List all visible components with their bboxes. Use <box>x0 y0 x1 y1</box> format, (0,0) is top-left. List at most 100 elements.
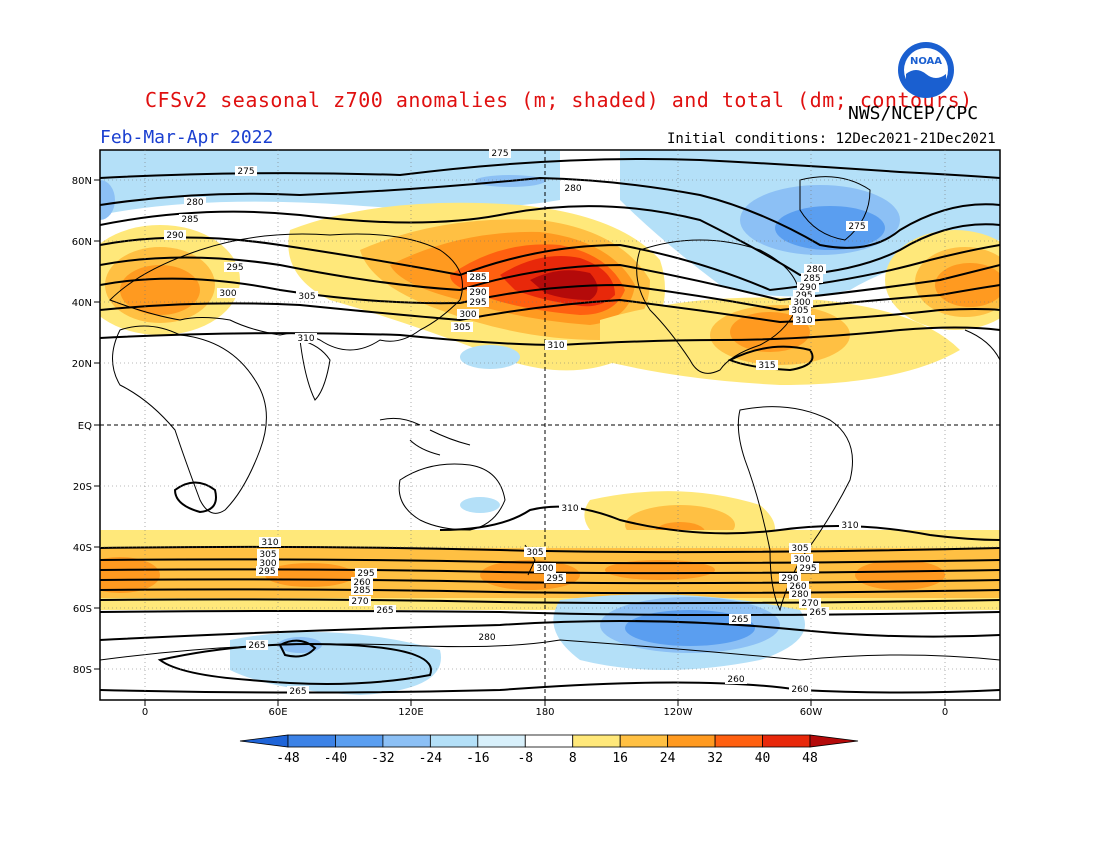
contour-label: 265 <box>809 608 826 618</box>
colorbar-low-arrow <box>239 734 289 748</box>
contour-label-bg <box>789 684 811 694</box>
contour-label-bg <box>259 537 281 547</box>
contour-label: 290 <box>781 574 798 584</box>
contour-label-bg <box>287 686 309 696</box>
contour-label-bg <box>224 262 246 272</box>
contour-label-bg <box>534 563 556 573</box>
contour-label-bg <box>729 614 751 624</box>
contour-label-bg <box>296 291 318 301</box>
colorbar-label: -24 <box>419 751 443 766</box>
contour-label: 285 <box>803 274 820 284</box>
contour-label: 285 <box>181 215 198 225</box>
logo-text: NOAA <box>910 56 942 67</box>
contour-label: 295 <box>258 567 275 577</box>
contour-label: 280 <box>806 265 823 275</box>
contour-label: 305 <box>526 548 543 558</box>
colorbar-label: 24 <box>660 751 676 766</box>
contour-label: 310 <box>561 504 578 514</box>
contour-label: 300 <box>793 298 810 308</box>
colorbar-segment <box>619 734 669 748</box>
contour-label-bg <box>756 360 778 370</box>
contour-label-bg <box>184 197 206 207</box>
contour-label-bg <box>789 589 811 599</box>
contour-label: 295 <box>795 291 812 301</box>
colorbar-label: 32 <box>707 751 723 766</box>
contour-label: 310 <box>261 538 278 548</box>
contour-label: 270 <box>351 597 368 607</box>
contour-label-bg <box>374 605 396 615</box>
lat-tick-label: 40S <box>73 543 92 554</box>
contour-label: 310 <box>841 521 858 531</box>
contour-label: 310 <box>795 316 812 326</box>
lat-tick-label: 20S <box>73 482 92 493</box>
lon-tick-label: 60E <box>268 707 287 718</box>
contour-label: 300 <box>459 310 476 320</box>
colorbar: -48 -40 -32 -24 -16 -8 8 16 24 32 40 48 <box>239 734 859 766</box>
contour-label: 260 <box>727 675 744 685</box>
contour-label: 305 <box>298 292 315 302</box>
contour-label-bg <box>476 632 498 642</box>
contour-label-bg <box>799 598 821 608</box>
colorbar-segment <box>762 734 811 748</box>
contour-label-bg <box>351 577 373 587</box>
contour-label: 305 <box>791 306 808 316</box>
contour-label-bg <box>467 297 489 307</box>
contour-label-bg <box>351 585 373 595</box>
lon-tick-label: 120W <box>664 707 693 718</box>
colorbar-segment <box>477 734 526 748</box>
contour-label: 280 <box>186 198 203 208</box>
contour-label-bg <box>524 547 546 557</box>
contour-label: 275 <box>237 167 254 177</box>
init-conditions-label: Initial conditions: 12Dec2021-21Dec2021 <box>667 131 996 147</box>
contour-label-bg <box>559 503 581 513</box>
contour-label: 310 <box>547 341 564 351</box>
contour-label-bg <box>235 166 257 176</box>
contour-label: 300 <box>793 555 810 565</box>
lat-tick-label: 80N <box>72 176 92 187</box>
contour-label: 305 <box>259 550 276 560</box>
contour-label-bg <box>349 596 371 606</box>
contour-label: 280 <box>791 590 808 600</box>
contour-label-bg <box>562 183 584 193</box>
contour-label-bg <box>807 607 829 617</box>
contour-label: 275 <box>848 222 865 232</box>
contour-label-bg <box>295 333 317 343</box>
contour-label: 290 <box>166 231 183 241</box>
map-title: CFSv2 seasonal z700 anomalies (m; shaded… <box>145 88 973 112</box>
colorbar-segment <box>714 734 763 748</box>
noaa-logo: NOAA <box>898 42 954 98</box>
contour-label-bg <box>797 282 819 292</box>
contour-label-bg <box>846 221 868 231</box>
contour-label: 295 <box>546 574 563 584</box>
lon-tick-label: 60W <box>800 707 823 718</box>
contour-label: 260 <box>353 578 370 588</box>
contour-label: 290 <box>469 288 486 298</box>
colorbar-segment <box>572 734 621 748</box>
contour-label: 265 <box>248 641 265 651</box>
lat-tick-label: EQ <box>78 421 92 432</box>
lat-tick-label: 20N <box>72 359 92 370</box>
lat-tick-label: 60N <box>72 237 92 248</box>
contour-label-bg <box>467 272 489 282</box>
lon-tick-label: 0 <box>942 707 948 718</box>
contour-label-bg <box>787 581 809 591</box>
colorbar-label: 48 <box>802 751 818 766</box>
contour-label-bg <box>725 674 747 684</box>
contour-label: 295 <box>226 263 243 273</box>
contour-label-bg <box>544 573 566 583</box>
colorbar-label: -8 <box>517 751 533 766</box>
contour-label-bg <box>179 214 201 224</box>
contour-label: 260 <box>791 685 808 695</box>
contour-label: 280 <box>478 633 495 643</box>
contour-label-bg <box>839 520 861 530</box>
colorbar-segment <box>335 734 384 748</box>
contour-label-bg <box>797 563 819 573</box>
lon-tick-label: 180 <box>535 707 554 718</box>
colorbar-label: -16 <box>466 751 489 766</box>
contour-label: 265 <box>376 606 393 616</box>
lon-tick-label: 120E <box>398 707 423 718</box>
contour-label-bg <box>355 568 377 578</box>
contour-label: 265 <box>289 687 306 697</box>
